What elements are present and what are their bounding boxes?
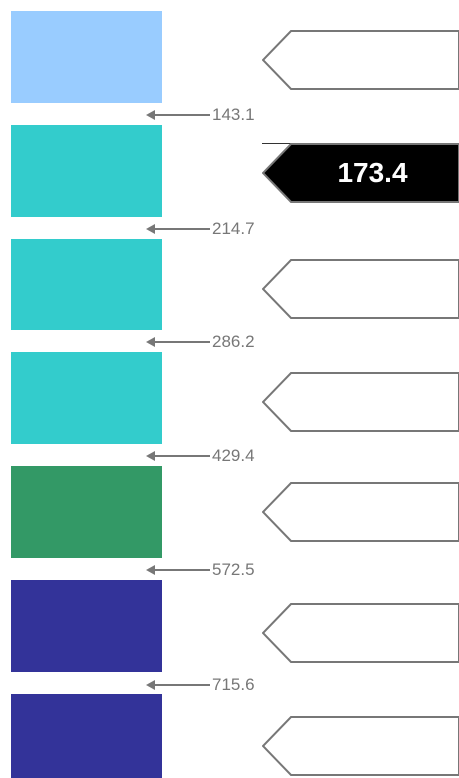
arrow-left-icon xyxy=(146,337,155,347)
threshold-label: 214.7 xyxy=(212,219,255,238)
threshold-label: 715.6 xyxy=(212,675,255,694)
threshold-label: 143.1 xyxy=(212,105,255,124)
threshold-marker: 214.7 xyxy=(146,219,286,238)
bin-pointer xyxy=(262,259,459,319)
threshold-marker: 286.2 xyxy=(146,332,286,351)
threshold-label: 429.4 xyxy=(212,446,255,465)
bin-pointer xyxy=(262,716,459,776)
bin-pointer xyxy=(262,30,459,90)
threshold-marker: 429.4 xyxy=(146,446,286,465)
legend-swatch xyxy=(11,11,162,103)
bin-pointer xyxy=(262,603,459,663)
legend-swatch xyxy=(11,694,162,778)
bin-pointer xyxy=(262,482,459,542)
arrow-left-icon xyxy=(146,565,155,575)
threshold-marker: 715.6 xyxy=(146,675,286,694)
current-value-label: 173.4 xyxy=(337,157,408,188)
bin-pointer xyxy=(262,372,459,432)
threshold-label: 572.5 xyxy=(212,560,255,579)
threshold-marker: 572.5 xyxy=(146,560,286,579)
legend-swatch xyxy=(11,239,162,330)
bin-pointer-active: 173.4 xyxy=(262,143,459,203)
threshold-label: 286.2 xyxy=(212,332,255,351)
legend-swatch xyxy=(11,466,162,558)
arrow-left-icon xyxy=(146,224,155,234)
legend-swatch xyxy=(11,352,162,444)
legend-swatch xyxy=(11,580,162,672)
legend-swatch xyxy=(11,125,162,217)
threshold-marker: 143.1 xyxy=(146,105,286,124)
arrow-left-icon xyxy=(146,110,155,120)
arrow-left-icon xyxy=(146,680,155,690)
arrow-left-icon xyxy=(146,451,155,461)
